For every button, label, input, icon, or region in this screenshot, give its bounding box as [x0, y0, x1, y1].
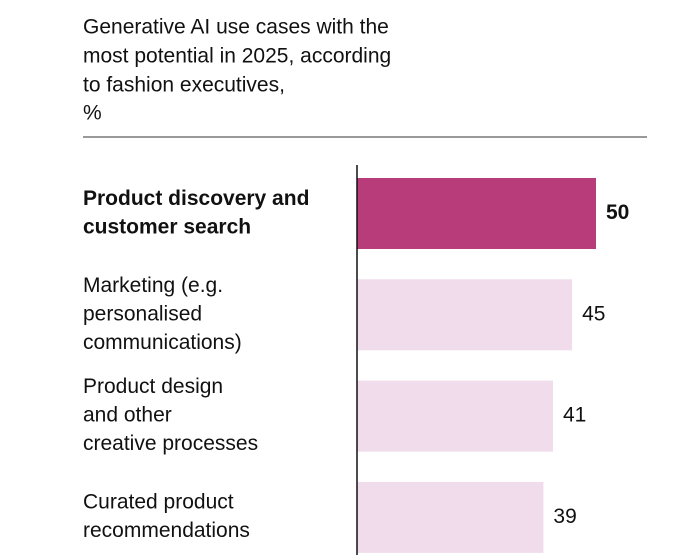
category-label: Curated product — [83, 491, 234, 514]
bar — [357, 380, 553, 452]
value-label: 41 — [563, 404, 586, 427]
bar — [357, 481, 544, 553]
bar — [357, 279, 573, 351]
value-label: 50 — [606, 201, 629, 224]
category-label: Marketing (e.g. — [83, 274, 223, 297]
category-label: Product design — [83, 375, 223, 398]
category-label: and other — [83, 404, 172, 427]
chart-title: most potential in 2025, according — [83, 45, 391, 68]
category-label: Product discovery and — [83, 187, 309, 210]
chart-subtitle: % — [83, 102, 102, 125]
category-label: creative processes — [83, 432, 258, 455]
category-label: personalised — [83, 302, 202, 325]
chart-title: Generative AI use cases with the — [83, 16, 389, 39]
category-label: recommendations — [83, 519, 250, 542]
chart-title: to fashion executives, — [83, 74, 285, 97]
value-label: 45 — [582, 302, 605, 325]
category-label: customer search — [83, 215, 251, 238]
category-label: communications) — [83, 331, 242, 354]
value-label: 39 — [553, 505, 576, 528]
bar — [357, 178, 596, 249]
